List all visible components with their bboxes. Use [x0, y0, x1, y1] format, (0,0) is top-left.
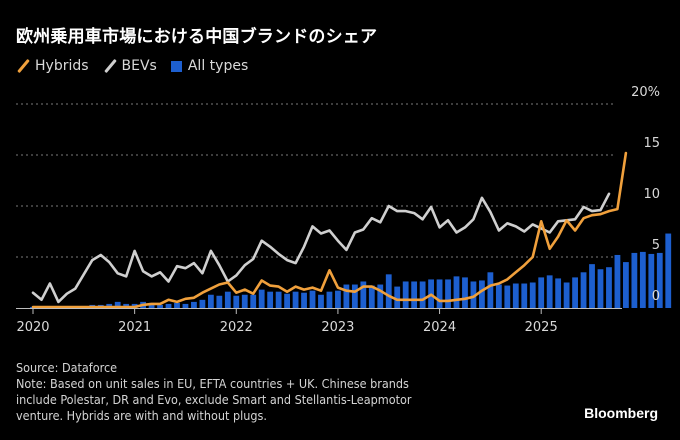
- bloomberg-logo: Bloomberg: [584, 405, 658, 421]
- legend-label-bevs: BEVs: [121, 58, 157, 74]
- bar-all-types: [572, 277, 578, 308]
- bar-all-types: [411, 281, 418, 308]
- series-lines: [31, 151, 628, 309]
- bar-all-types: [318, 294, 324, 308]
- bar-all-types: [470, 281, 477, 308]
- bar-all-types: [512, 283, 519, 308]
- x-axis: 2020 2021 2022 2023 2024 2025: [16, 308, 622, 335]
- legend-item-all-types: All types: [170, 58, 249, 74]
- bar-all-types: [521, 283, 528, 308]
- bar-all-types: [165, 303, 172, 308]
- line-bevs: [31, 192, 611, 304]
- y-axis: 0 5 10 15 20%: [631, 85, 660, 304]
- bar-all-types: [394, 286, 401, 308]
- bar-all-types: [538, 277, 545, 308]
- bar-all-types: [275, 291, 282, 308]
- legend-label-all-types: All types: [187, 58, 249, 74]
- bar-all-types: [360, 281, 367, 308]
- y-tick-label: 20%: [631, 85, 660, 100]
- bar-all-types: [402, 281, 409, 308]
- bar-all-types: [529, 282, 536, 308]
- all-types-square-swatch-icon: [170, 60, 182, 72]
- bar-all-types: [487, 272, 494, 308]
- bar-all-types: [309, 290, 316, 308]
- legend-item-hybrids: Hybrids: [16, 58, 89, 74]
- legend-label-hybrids: Hybrids: [35, 58, 89, 74]
- bar-all-types: [631, 252, 638, 308]
- bars-all-types: [30, 233, 672, 308]
- note-line-2: include Polestar, DR and Evo, exclude Sm…: [16, 392, 412, 407]
- bar-all-types: [250, 294, 257, 308]
- bar-all-types: [207, 294, 214, 308]
- bar-all-types: [495, 284, 502, 308]
- y-tick-label: 10: [643, 187, 660, 202]
- y-tick-label: 5: [652, 238, 660, 253]
- x-tick-label: 2025: [525, 320, 558, 335]
- bar-all-types: [191, 301, 197, 308]
- x-tick-label: 2024: [423, 320, 456, 335]
- y-tick-label: 15: [643, 136, 660, 151]
- chart-title: 欧州乗用車市場における中国ブランドのシェア: [16, 27, 378, 47]
- bar-all-types: [216, 295, 223, 308]
- x-tick-label: 2021: [118, 320, 151, 335]
- bar-all-types: [114, 301, 121, 308]
- bar-all-types: [589, 264, 595, 308]
- legend: Hybrids BEVs All types: [16, 58, 262, 74]
- bar-all-types: [436, 279, 443, 308]
- bar-all-types: [504, 285, 511, 308]
- bar-all-types: [445, 279, 451, 308]
- bar-all-types: [351, 284, 358, 308]
- bar-all-types: [639, 251, 646, 308]
- x-tick-label: 2022: [220, 320, 253, 335]
- bar-all-types: [368, 285, 375, 308]
- bar-all-types: [233, 295, 240, 308]
- bar-all-types: [648, 253, 655, 308]
- bar-all-types: [267, 291, 274, 308]
- bar-all-types: [241, 294, 248, 308]
- bar-all-types: [174, 302, 180, 308]
- bar-all-types: [301, 292, 307, 308]
- bar-all-types: [580, 272, 587, 308]
- x-tick-label: 2020: [16, 320, 49, 335]
- note-line-1: Note: Based on unit sales in EU, EFTA co…: [16, 376, 409, 391]
- bar-all-types: [419, 281, 426, 308]
- bar-all-types: [335, 290, 341, 308]
- bar-all-types: [377, 284, 384, 308]
- bar-all-types: [546, 275, 553, 308]
- bar-all-types: [157, 304, 163, 308]
- bar-all-types: [258, 289, 265, 308]
- bar-all-types: [563, 282, 570, 308]
- source-text: Source: Dataforce: [16, 360, 118, 375]
- bar-all-types: [656, 252, 663, 308]
- bar-all-types: [614, 254, 621, 308]
- bar-all-types: [479, 280, 485, 308]
- bar-all-types: [555, 278, 562, 308]
- bar-all-types: [182, 303, 189, 308]
- y-tick-label: 0: [652, 289, 660, 304]
- bar-all-types: [597, 269, 604, 308]
- bar-all-types: [462, 277, 468, 308]
- bar-all-types: [606, 267, 612, 308]
- note-line-3: venture. Hybrids are with and without pl…: [16, 408, 267, 423]
- bar-all-types: [343, 284, 350, 308]
- legend-item-bevs: BEVs: [103, 58, 157, 74]
- gridlines: [16, 103, 615, 258]
- bar-all-types: [284, 293, 290, 308]
- bar-all-types: [385, 274, 392, 308]
- bar-all-types: [326, 291, 333, 308]
- bar-all-types: [623, 262, 629, 308]
- bar-all-types: [665, 233, 672, 308]
- line-hybrids: [31, 151, 628, 309]
- footer-notes: Source: Dataforce Note: Based on unit sa…: [16, 360, 412, 424]
- bar-all-types: [199, 299, 206, 308]
- bar-all-types: [292, 291, 299, 308]
- bar-all-types: [148, 302, 155, 308]
- x-tick-label: 2023: [321, 320, 354, 335]
- bar-all-types: [224, 291, 231, 308]
- bar-all-types: [453, 276, 460, 308]
